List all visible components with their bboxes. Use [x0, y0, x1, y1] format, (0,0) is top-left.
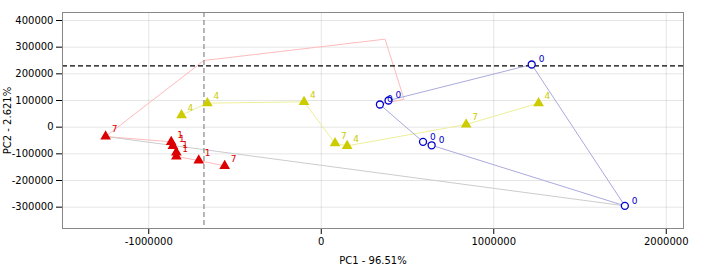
svg-text:PC2 - 2.621%: PC2 - 2.621%: [2, 87, 13, 154]
svg-text:0: 0: [387, 94, 393, 104]
svg-text:0: 0: [318, 236, 324, 247]
svg-text:7: 7: [472, 112, 478, 122]
svg-text:7: 7: [341, 131, 347, 141]
svg-text:100000: 100000: [15, 95, 53, 106]
svg-text:4: 4: [310, 90, 316, 100]
svg-text:-300000: -300000: [12, 201, 54, 212]
svg-text:0: 0: [47, 121, 53, 132]
svg-text:4: 4: [545, 91, 551, 101]
svg-text:PC1 - 96.51%: PC1 - 96.51%: [339, 255, 406, 266]
svg-text:0: 0: [430, 132, 436, 142]
svg-text:1000000: 1000000: [471, 236, 516, 247]
svg-text:2000000: 2000000: [644, 236, 689, 247]
svg-text:0: 0: [539, 54, 545, 64]
svg-text:1: 1: [182, 144, 188, 154]
svg-text:7: 7: [112, 124, 118, 134]
svg-text:300000: 300000: [15, 41, 53, 52]
svg-text:4: 4: [353, 134, 359, 144]
svg-text:200000: 200000: [15, 68, 53, 79]
svg-text:4: 4: [213, 91, 219, 101]
svg-text:-1000000: -1000000: [125, 236, 173, 247]
svg-text:400000: 400000: [15, 15, 53, 26]
svg-text:-100000: -100000: [12, 148, 54, 159]
svg-text:1: 1: [205, 148, 211, 158]
svg-text:7: 7: [231, 154, 237, 164]
svg-text:0: 0: [396, 90, 402, 100]
svg-text:-200000: -200000: [12, 175, 54, 186]
svg-text:0: 0: [632, 196, 638, 206]
svg-text:4: 4: [188, 103, 194, 113]
svg-text:0: 0: [439, 135, 445, 145]
